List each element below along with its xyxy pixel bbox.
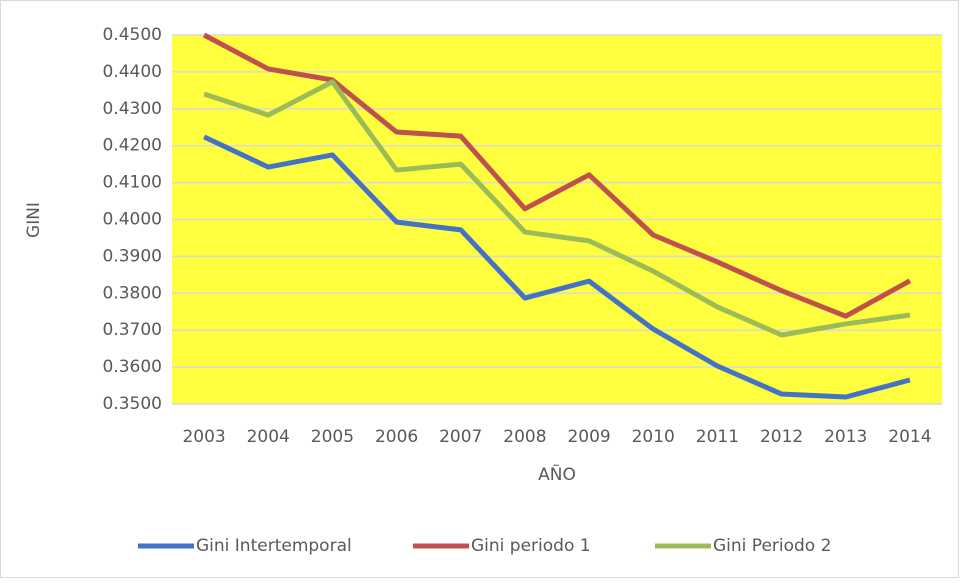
- x-tick-label: 2006: [375, 427, 418, 447]
- y-tick-label: 0.3700: [103, 320, 162, 340]
- x-tick-label: 2010: [632, 427, 675, 447]
- data-line: [202, 32, 912, 319]
- y-tick-label: 0.4200: [103, 136, 162, 156]
- x-tick-label: 2012: [760, 427, 803, 447]
- y-tick-label: 0.3900: [103, 246, 162, 266]
- x-tick-label: 2009: [567, 427, 610, 447]
- data-line: [203, 134, 911, 400]
- x-tick-label: 2014: [888, 427, 931, 447]
- legend-label: Gini Intertemporal: [196, 536, 352, 556]
- x-tick-label: 2004: [247, 427, 290, 447]
- y-tick-label: 0.3500: [103, 394, 162, 414]
- x-tick-label: 2011: [696, 427, 739, 447]
- y-tick-label: 0.4300: [103, 99, 162, 119]
- y-tick-label: 0.3800: [103, 283, 162, 303]
- y-tick-label: 0.4400: [103, 62, 162, 82]
- x-tick-label: 2003: [182, 427, 225, 447]
- legend-label: Gini Periodo 2: [713, 536, 831, 556]
- x-tick-label: 2008: [503, 427, 546, 447]
- y-axis-title: GINI: [24, 202, 44, 238]
- x-axis-title: AÑO: [538, 463, 576, 485]
- y-tick-label: 0.4100: [103, 173, 162, 193]
- x-tick-label: 2007: [439, 427, 482, 447]
- legend-label: Gini periodo 1: [471, 536, 591, 556]
- data-line: [203, 79, 911, 338]
- x-tick-label: 2005: [311, 427, 354, 447]
- x-tick-label: 2013: [824, 427, 867, 447]
- y-tick-label: 0.3600: [103, 357, 162, 377]
- y-tick-label: 0.4500: [103, 25, 162, 45]
- y-tick-label: 0.4000: [103, 210, 162, 230]
